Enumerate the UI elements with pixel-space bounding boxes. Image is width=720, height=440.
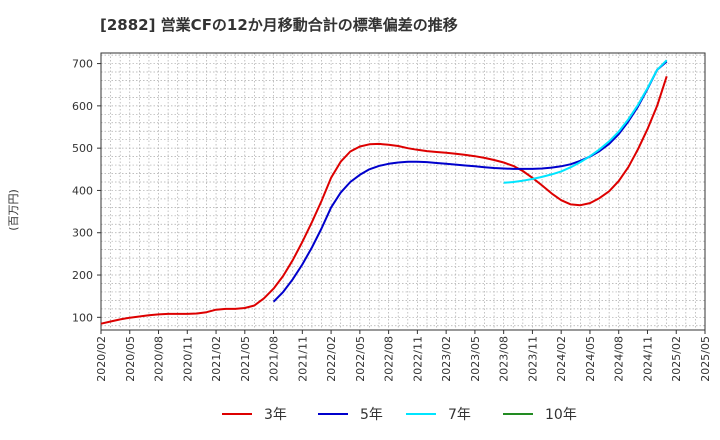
y-tick-label: 400	[72, 184, 93, 197]
y-tick-label: 200	[72, 269, 93, 282]
chart-title: [2882] 営業CFの12か月移動合計の標準偏差の推移	[100, 16, 458, 34]
legend-label-3: 7年	[448, 407, 471, 423]
y-tick-label: 700	[72, 58, 93, 71]
series-line-3	[503, 59, 668, 184]
x-tick-label: 2024/05	[584, 336, 597, 382]
plot-frame	[100, 52, 706, 331]
x-tick-label: 2022/02	[325, 336, 338, 382]
x-tick-label: 2020/11	[181, 336, 194, 382]
x-tick-label: 2024/08	[613, 336, 626, 382]
x-tick-label: 2023/11	[526, 336, 539, 382]
x-tick-label: 2020/05	[124, 336, 137, 382]
y-tick-label: 500	[72, 142, 93, 155]
x-tick-label: 2020/08	[153, 336, 166, 382]
y-tick-label: 300	[72, 227, 93, 240]
x-tick-label: 2025/05	[699, 336, 712, 382]
x-tick-label: 2021/05	[239, 336, 252, 382]
legend-label-2: 5年	[360, 407, 383, 423]
y-axis-label: (百万円)	[7, 189, 20, 231]
x-tick-label: 2021/02	[210, 336, 223, 382]
y-tick-label: 100	[72, 311, 93, 324]
x-tick-label: 2023/08	[498, 336, 511, 382]
x-tick-label: 2023/02	[440, 336, 453, 382]
x-tick-label: 2024/02	[555, 336, 568, 382]
x-tick-label: 2022/05	[354, 336, 367, 382]
x-tick-label: 2025/02	[670, 336, 683, 382]
y-tick-label: 600	[72, 100, 93, 113]
y-axis-label-text: (百万円)	[7, 189, 20, 231]
x-tick-label: 2023/05	[469, 336, 482, 382]
x-tick-label: 2024/11	[641, 336, 654, 382]
series-line-1	[100, 75, 668, 325]
series-line-2	[272, 60, 668, 303]
x-tick-label: 2021/08	[268, 336, 281, 382]
legend-label-1: 3年	[264, 407, 287, 423]
plot-area	[101, 53, 705, 330]
x-tick-label: 2022/11	[411, 336, 424, 382]
legend-label-4: 10年	[545, 407, 577, 423]
x-tick-label: 2021/11	[296, 336, 309, 382]
x-tick-label: 2020/02	[95, 336, 108, 382]
x-tick-label: 2022/08	[383, 336, 396, 382]
